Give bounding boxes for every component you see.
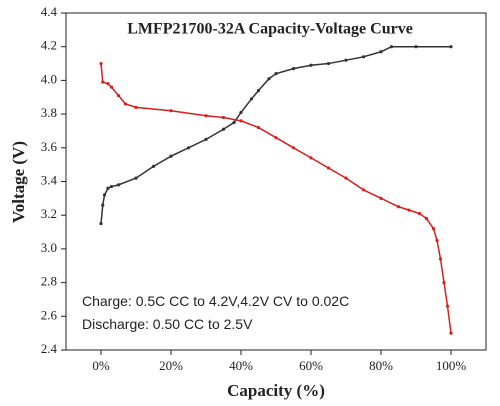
data-point	[344, 176, 348, 180]
data-point	[414, 45, 418, 49]
y-tick-label: 4.2	[41, 38, 57, 53]
y-tick-label: 4.4	[41, 4, 58, 19]
data-point	[101, 80, 105, 84]
data-point	[438, 257, 443, 261]
data-point	[169, 109, 173, 113]
data-point	[106, 186, 110, 190]
data-point	[379, 196, 383, 200]
data-point	[389, 45, 394, 49]
x-tick-label: 20%	[159, 358, 183, 373]
data-point	[396, 205, 401, 209]
data-point	[134, 176, 138, 180]
data-point	[291, 67, 296, 71]
data-point	[274, 72, 278, 76]
x-tick-label: 0%	[92, 358, 110, 373]
annotation: Charge: 0.5C CC to 4.2V,4.2V CV to 0.02C	[82, 293, 349, 309]
data-point	[344, 58, 348, 62]
data-point	[274, 136, 278, 140]
data-point	[204, 114, 208, 118]
data-point	[249, 97, 254, 101]
data-point	[109, 85, 114, 89]
y-tick-label: 3.8	[41, 105, 57, 120]
data-point	[449, 331, 453, 335]
data-point	[101, 203, 105, 207]
data-point	[221, 127, 226, 131]
data-point	[256, 125, 261, 130]
y-tick-label: 2.6	[41, 307, 58, 322]
data-point	[407, 208, 411, 212]
data-point	[134, 105, 138, 109]
y-axis-label: Voltage (V)	[9, 141, 28, 223]
data-point	[116, 183, 121, 187]
data-point	[186, 146, 191, 150]
data-point	[239, 110, 243, 115]
y-tick-label: 3.2	[41, 206, 57, 221]
data-point	[449, 45, 453, 49]
y-tick-label: 3.6	[41, 139, 58, 154]
y-tick-label: 2.8	[41, 274, 57, 289]
data-point	[99, 222, 103, 226]
data-point	[361, 188, 366, 192]
data-point	[435, 238, 439, 243]
data-point	[151, 164, 156, 168]
data-point	[326, 61, 331, 66]
annotation: Discharge: 0.50 CC to 2.5V	[82, 316, 253, 332]
data-point	[309, 63, 313, 67]
data-point	[116, 93, 121, 98]
y-tick-label: 2.4	[41, 341, 58, 356]
data-point	[256, 88, 261, 93]
data-point	[232, 120, 236, 125]
data-point	[221, 115, 226, 120]
y-tick-label: 3.4	[41, 172, 58, 187]
data-point	[379, 50, 383, 54]
data-point	[239, 119, 243, 123]
data-point	[102, 193, 107, 197]
data-point	[326, 166, 331, 170]
data-point	[361, 55, 366, 59]
data-point	[291, 146, 296, 150]
x-tick-label: 100%	[436, 358, 467, 373]
y-tick-label: 4.0	[41, 71, 57, 86]
data-point	[106, 82, 110, 86]
data-point	[109, 184, 114, 189]
data-point	[204, 137, 208, 141]
data-point	[442, 281, 446, 285]
data-point	[417, 211, 422, 216]
data-point	[267, 77, 271, 81]
x-tick-label: 80%	[369, 358, 393, 373]
x-tick-label: 40%	[229, 358, 253, 373]
x-tick-label: 60%	[299, 358, 323, 373]
data-point	[445, 304, 450, 308]
data-point	[99, 61, 103, 66]
data-point	[169, 154, 173, 158]
x-axis-label: Capacity (%)	[227, 381, 325, 400]
data-point	[431, 227, 436, 231]
data-point	[309, 156, 313, 160]
data-point	[424, 216, 429, 221]
data-point	[123, 102, 128, 106]
chart-title: LMFP21700-32A Capacity-Voltage Curve	[127, 21, 413, 38]
y-tick-label: 3.0	[41, 240, 57, 255]
